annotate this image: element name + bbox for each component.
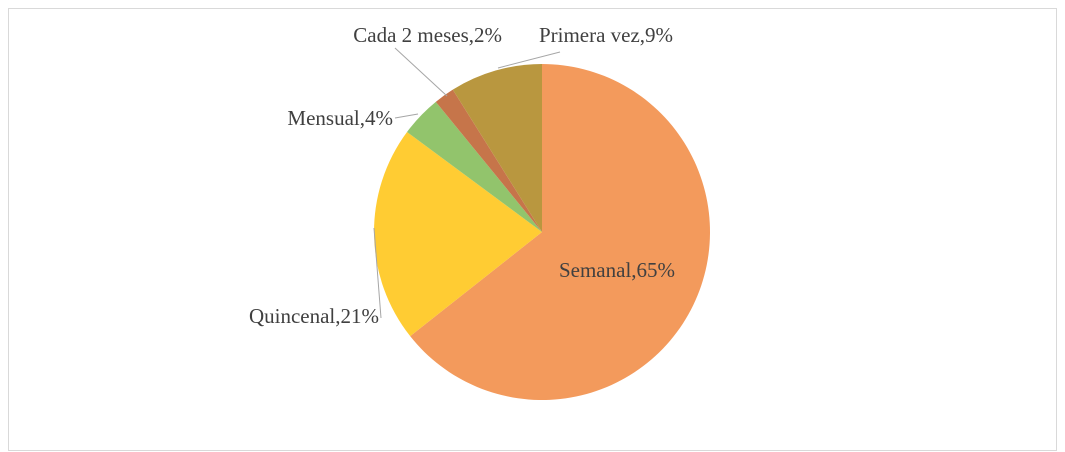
leader-line bbox=[497, 51, 561, 69]
data-label: Semanal,65% bbox=[559, 258, 675, 282]
leader-line bbox=[394, 113, 419, 119]
pie-slice bbox=[410, 64, 710, 400]
leader-line bbox=[373, 227, 382, 319]
pie-slice bbox=[374, 131, 542, 337]
data-label: Primera vez,9% bbox=[539, 23, 673, 47]
pie-slice bbox=[435, 89, 542, 233]
pie bbox=[374, 64, 710, 400]
pie-slice bbox=[407, 101, 542, 232]
pie-slice bbox=[452, 64, 542, 232]
data-label: Cada 2 meses,2% bbox=[353, 23, 502, 47]
data-label: Quincenal,21% bbox=[249, 304, 379, 328]
data-label: Mensual,4% bbox=[287, 106, 393, 130]
leader-line bbox=[394, 47, 448, 97]
